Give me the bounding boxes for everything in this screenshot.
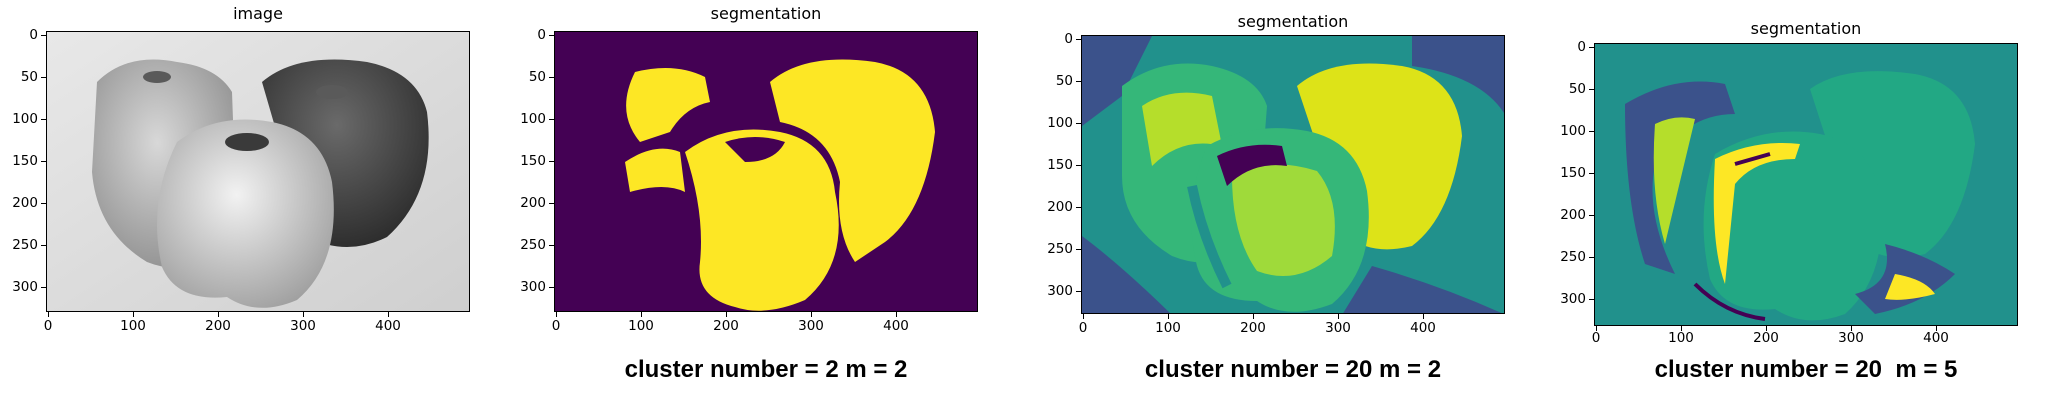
panel-title: image [233, 4, 283, 23]
y-tick-label: 100 [520, 111, 546, 127]
x-tick-label: 300 [798, 318, 824, 334]
y-tick-label: 100 [1560, 123, 1586, 139]
x-tick-label: 0 [1078, 320, 1088, 336]
y-tick-label: 0 [1064, 31, 1073, 47]
x-tick-label: 200 [1240, 320, 1266, 336]
y-tick-label: 0 [29, 27, 38, 43]
y-tick-label: 250 [520, 237, 546, 253]
y-tick-label: 250 [12, 237, 38, 253]
x-tick-label: 100 [1668, 330, 1694, 346]
panel-caption: cluster number = 20 m = 5 [1654, 356, 1958, 383]
y-tick-label: 150 [1047, 157, 1073, 173]
panel-segmentation-2: segmentation 0 50 100 150 200 250 300 0 … [508, 0, 1008, 404]
y-tick-label: 200 [1560, 207, 1586, 223]
y-tick-label: 250 [1560, 249, 1586, 265]
x-tick-label: 100 [1155, 320, 1181, 336]
y-tick-label: 0 [1577, 39, 1586, 55]
x-tick-label: 400 [1923, 330, 1949, 346]
y-tick-label: 50 [1568, 81, 1586, 97]
y-tick-label: 50 [528, 69, 546, 85]
y-tick-label: 100 [1047, 115, 1073, 131]
panel-title: segmentation [710, 4, 822, 23]
x-tick-label: 0 [551, 318, 561, 334]
panel-caption: cluster number = 20 m = 2 [1144, 356, 1442, 383]
x-tick-label: 300 [1325, 320, 1351, 336]
y-tick-label: 50 [20, 69, 38, 85]
x-tick-label: 300 [290, 318, 316, 334]
x-tick-label: 400 [883, 318, 909, 334]
y-tick-label: 150 [520, 153, 546, 169]
image-axes [46, 31, 470, 312]
panel-title: segmentation [1750, 19, 1862, 38]
panel-image: image [0, 0, 500, 404]
x-tick-label: 300 [1838, 330, 1864, 346]
y-tick-label: 200 [12, 195, 38, 211]
peppers-grayscale-image [47, 32, 469, 311]
y-tick-label: 200 [520, 195, 546, 211]
y-tick-label: 300 [520, 279, 546, 295]
y-tick-label: 150 [1560, 165, 1586, 181]
panel-caption: cluster number = 2 m = 2 [624, 356, 908, 383]
x-tick-label: 400 [375, 318, 401, 334]
segmentation-map-k20-m2 [1082, 36, 1504, 313]
segmentation-map-k2 [555, 32, 977, 311]
x-tick-label: 0 [1591, 330, 1601, 346]
x-tick-label: 200 [1753, 330, 1779, 346]
x-tick-label: 400 [1410, 320, 1436, 336]
x-tick-label: 0 [43, 318, 53, 334]
y-tick-label: 300 [1047, 283, 1073, 299]
segmentation-axes [1594, 43, 2018, 326]
x-tick-label: 100 [628, 318, 654, 334]
segmentation-axes [554, 31, 978, 312]
panel-title: segmentation [1237, 12, 1349, 31]
y-tick-label: 300 [12, 279, 38, 295]
y-tick-label: 250 [1047, 241, 1073, 257]
y-tick-label: 150 [12, 153, 38, 169]
x-tick-label: 200 [205, 318, 231, 334]
y-tick-label: 200 [1047, 199, 1073, 215]
segmentation-axes [1081, 35, 1505, 314]
y-tick-label: 300 [1560, 291, 1586, 307]
y-tick-label: 0 [537, 27, 546, 43]
segmentation-map-k20-m5 [1595, 44, 2017, 325]
x-tick-label: 100 [120, 318, 146, 334]
panel-segmentation-20-m5: segmentation 0 50 100 150 200 250 300 0 … [1536, 0, 2048, 404]
panel-segmentation-20-m2: segmentation 0 50 100 150 200 250 300 0 … [1024, 0, 1524, 404]
x-tick-label: 200 [713, 318, 739, 334]
y-tick-label: 100 [12, 111, 38, 127]
y-tick-label: 50 [1055, 73, 1073, 89]
